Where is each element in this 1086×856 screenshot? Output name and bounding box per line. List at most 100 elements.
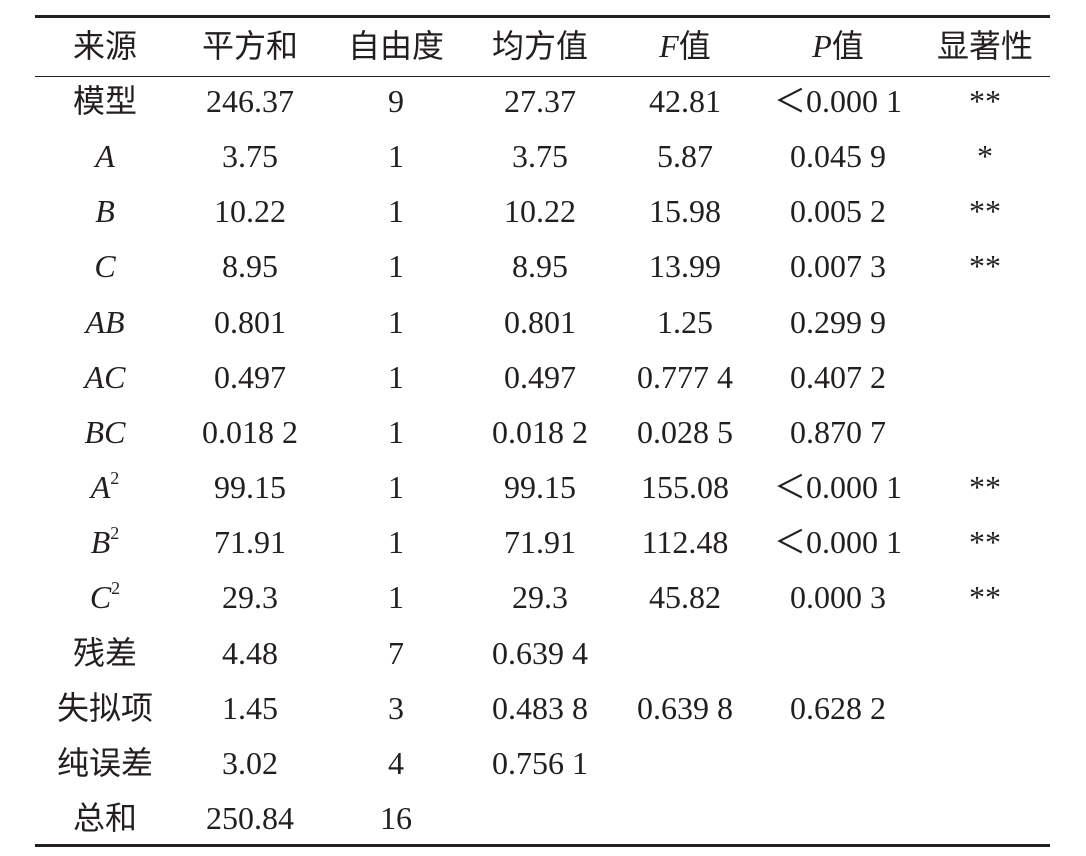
table-cell: 1.25 [657,303,713,340]
table-cell: 纯误差 [56,744,154,781]
table-cell: 3.02 [222,744,278,781]
table-cell: 112.48 [641,524,729,561]
header-rule [35,76,1050,77]
table-cell: 0.000 3 [790,579,886,616]
table-cell: 27.37 [504,83,576,119]
table-cell: 0.005 2 [790,193,886,230]
table-cell: 29.3 [222,579,278,616]
table-cell: 失拟项 [56,689,154,726]
top-rule [35,15,1050,18]
table-cell: 246.37 [206,83,294,119]
table-cell: A [95,136,115,176]
italic-text: F [659,28,679,64]
table-cell: 0.628 2 [790,689,886,726]
table-cell: 16 [380,799,412,836]
table-cell: 13.99 [649,248,721,285]
table-cell: 1 [388,413,404,450]
table-cell: AB [85,302,124,342]
table-cell: 1 [388,358,404,395]
header-cell: 来源 [72,28,138,64]
table-cell: ＜0.000 1 [773,83,903,119]
table-cell: ＜0.000 1 [773,524,903,561]
table-cell: 29.3 [512,579,568,616]
table-cell: 0.801 [214,303,286,340]
table-cell: 0.007 3 [790,248,886,285]
table-cell: ** [969,524,1001,561]
table-cell: 1 [388,524,404,561]
table-cell: AC [85,357,126,397]
table-cell: 0.639 4 [492,634,588,671]
table-cell: 71.91 [214,524,286,561]
table-cell: C [94,246,115,286]
header-cell: 平方和 [201,28,299,64]
table-cell: 残差 [72,634,138,671]
table-cell: 3.75 [512,138,568,175]
table-cell: 0.639 8 [637,689,733,726]
table-cell: ＜0.000 1 [773,469,903,506]
italic-text: A [95,138,115,175]
table-cell: ** [969,469,1001,506]
table-cell: 42.81 [649,83,721,119]
superscript: 2 [110,468,120,489]
header-cell: 自由度 [347,28,445,64]
superscript: 2 [110,523,120,544]
table-cell: 3.75 [222,138,278,175]
table-cell: 9 [388,83,404,119]
table-cell: 15.98 [649,193,721,230]
table-cell: 1 [388,193,404,230]
table-cell: 7 [388,634,404,671]
table-cell: 1.45 [222,689,278,726]
table-cell: 8.95 [222,248,278,285]
bottom-rule [35,844,1050,847]
table-cell: 0.483 8 [492,689,588,726]
table-cell: 1 [388,303,404,340]
table-cell: * [977,138,993,175]
table-cell: 0.018 2 [492,413,588,450]
italic-text: P [812,28,832,64]
table-cell: 0.018 2 [202,413,298,450]
table-cell: 3 [388,689,404,726]
table-cell: A2 [91,467,120,507]
header-cell: 均方值 [491,28,589,64]
table-cell: ** [969,83,1001,119]
table-cell: 0.870 7 [790,413,886,450]
table-cell: 总和 [72,799,138,836]
table-cell: 0.407 2 [790,358,886,395]
table-cell: 0.777 4 [637,358,733,395]
table-cell: ** [969,579,1001,616]
italic-text: C [94,248,116,285]
table-cell: 1 [388,248,404,285]
italic-text: C [89,579,112,616]
table-cell: BC [85,412,126,452]
table-cell: 5.87 [657,138,713,175]
italic-text: B [95,193,115,230]
table-cell: 4 [388,744,404,781]
table-cell: ** [969,193,1001,230]
table-cell: 71.91 [504,524,576,561]
superscript: 2 [111,578,121,599]
header-cell: F值 [659,26,711,66]
table-cell: 1 [388,138,404,175]
table-cell: 10.22 [504,193,576,230]
table-cell: 250.84 [206,799,294,836]
table-cell: 99.15 [504,469,576,506]
text: 值 [831,28,864,64]
table-cell: 模型 [72,83,138,119]
header-cell: P值 [812,26,864,66]
table-cell: 0.801 [504,303,576,340]
table-cell: 10.22 [214,193,286,230]
italic-text: BC [84,413,126,450]
table-cell: ** [969,248,1001,285]
table-cell: 4.48 [222,634,278,671]
table-cell: 0.028 5 [637,413,733,450]
text: 值 [678,28,711,64]
table-cell: C2 [90,577,120,617]
header-cell: 显著性 [936,28,1034,64]
italic-text: AB [85,303,125,340]
table-cell: 0.756 1 [492,744,588,781]
italic-text: B [90,524,111,561]
table-cell: 155.08 [641,469,729,506]
table-cell: 1 [388,579,404,616]
table-cell: B2 [91,522,120,562]
